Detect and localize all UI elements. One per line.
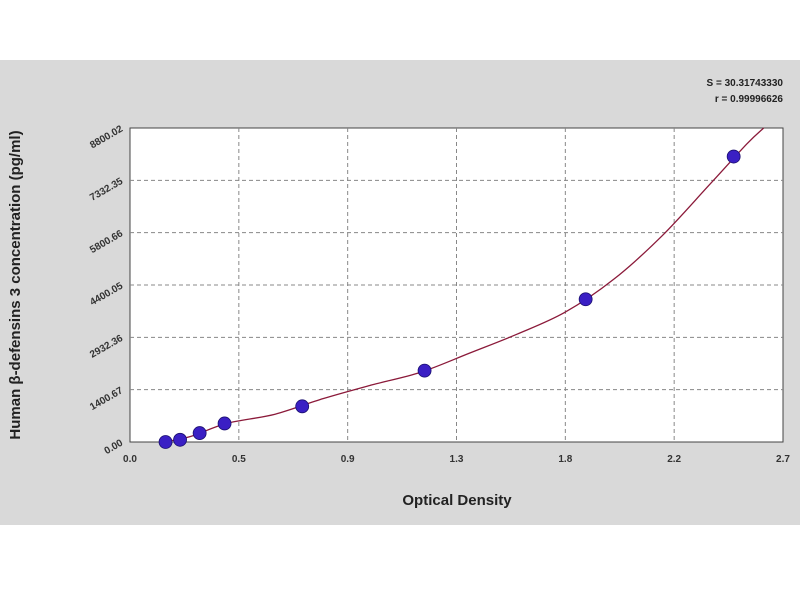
data-point bbox=[295, 399, 310, 414]
fit-curve bbox=[163, 127, 765, 443]
y-tick-label: 7332.35 bbox=[88, 176, 125, 204]
y-axis-title: Human β-defensins 3 concentration (pg/ml… bbox=[7, 130, 24, 439]
stat-r-value: 0.99996626 bbox=[730, 94, 783, 105]
stat-s-text: S = 30.31743330 bbox=[707, 78, 784, 89]
data-point bbox=[217, 416, 232, 431]
chart-svg: 0.0 0.5 0.9 1.3 1.8 2.2 2.7 0.00 1400.67 2932.36… bbox=[7, 78, 790, 509]
grid bbox=[130, 128, 783, 442]
y-tick-label: 0.00 bbox=[103, 437, 126, 456]
stat-r-label: r bbox=[715, 94, 719, 105]
data-point bbox=[578, 292, 593, 307]
x-tick-label: 0.9 bbox=[341, 454, 355, 465]
x-axis-title: Optical Density bbox=[402, 492, 512, 509]
y-tick-label: 8800.02 bbox=[88, 123, 125, 151]
data-point bbox=[158, 435, 173, 449]
stat-s-label: S bbox=[707, 78, 714, 89]
y-tick-labels: 0.00 1400.67 2932.36 4400.05 5800.66 7332.35 8… bbox=[88, 123, 125, 456]
y-tick-label: 2932.36 bbox=[88, 333, 125, 361]
stat-s-value: 30.31743330 bbox=[725, 78, 784, 89]
x-tick-label: 1.3 bbox=[450, 454, 464, 465]
data-point bbox=[417, 363, 432, 378]
data-point bbox=[192, 426, 207, 440]
x-tick-label: 0.5 bbox=[232, 454, 246, 465]
y-tick-label: 5800.66 bbox=[88, 228, 125, 256]
y-tick-label: 4400.05 bbox=[88, 280, 125, 308]
chart-frame: 0.0 0.5 0.9 1.3 1.8 2.2 2.7 0.00 1400.67 2932.36… bbox=[0, 60, 800, 525]
x-tick-label: 2.2 bbox=[667, 454, 681, 465]
data-points bbox=[158, 149, 741, 449]
data-point bbox=[726, 149, 741, 164]
x-tick-label: 1.8 bbox=[558, 454, 572, 465]
data-point bbox=[173, 432, 187, 447]
x-tick-label: 0.0 bbox=[123, 454, 137, 465]
stat-r-text: r = 0.99996626 bbox=[715, 94, 784, 105]
x-tick-labels: 0.0 0.5 0.9 1.3 1.8 2.2 2.7 bbox=[123, 454, 790, 465]
y-tick-label: 1400.67 bbox=[88, 385, 125, 413]
x-tick-label: 2.7 bbox=[776, 454, 790, 465]
